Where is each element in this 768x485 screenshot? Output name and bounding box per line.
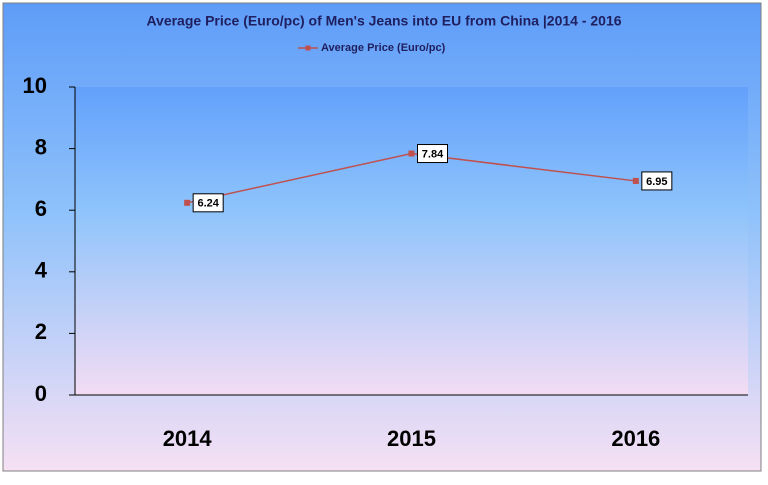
legend-marker [305, 45, 311, 51]
data-label-box [417, 144, 448, 164]
y-tick-label: 6 [35, 196, 47, 221]
data-label-box [192, 193, 224, 213]
y-tick-label: 2 [35, 319, 47, 344]
point-marker [408, 150, 415, 157]
x-tick-label: 2015 [387, 426, 436, 451]
y-tick-label: 4 [35, 258, 48, 283]
chart-title: Average Price (Euro/pc) of Men's Jeans i… [146, 13, 621, 29]
data-label: 6.95 [646, 176, 667, 188]
legend-label: Average Price (Euro/pc) [321, 42, 446, 54]
data-label: 6.24 [197, 198, 219, 210]
point-marker [184, 199, 191, 206]
legend: Average Price (Euro/pc) [298, 42, 446, 54]
x-tick-label: 2016 [611, 426, 660, 451]
data-label-box [641, 171, 673, 191]
y-tick-label: 0 [35, 381, 47, 406]
data-label: 7.84 [422, 148, 444, 160]
y-tick-label: 10 [23, 73, 47, 98]
x-tick-label: 2014 [163, 426, 213, 451]
y-tick-label: 8 [35, 134, 47, 159]
plot-area [75, 87, 748, 395]
point-marker [632, 177, 639, 184]
